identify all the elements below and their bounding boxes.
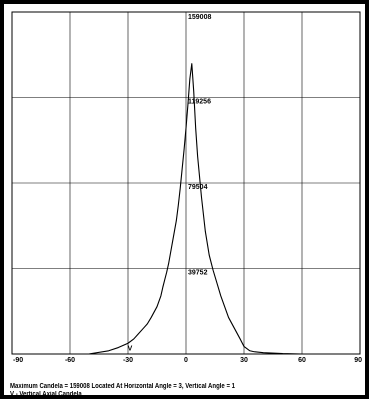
candela-distribution-chart: -90 -60 -30 0 30 60 90 39752 79504 119256 159008 V	[11, 11, 362, 364]
y-tick-label: 79504	[188, 184, 208, 191]
axis-layer	[11, 11, 361, 355]
chart-panel: -90 -60 -30 0 30 60 90 39752 79504 119256 159008 V …	[4, 4, 365, 398]
x-tick-label: -90	[13, 357, 23, 364]
x-tick-label: 30	[240, 357, 248, 364]
maximum-candela-note: Maximum Candela = 159008 Located At Hori…	[10, 383, 235, 390]
y-tick-label: 39752	[188, 270, 208, 277]
x-tick-label: -60	[65, 357, 75, 364]
y-tick-label: 119256	[188, 99, 211, 106]
candela-curve	[12, 63, 360, 355]
x-tick-label: 60	[298, 357, 306, 364]
x-tick-label: 0	[184, 357, 188, 364]
y-tick-label: 159008	[188, 14, 211, 21]
label-layer: -90 -60 -30 0 30 60 90 39752 79504 119256 159008 V	[13, 14, 362, 364]
x-tick-label: 90	[354, 357, 362, 364]
x-tick-label: -30	[123, 357, 133, 364]
grid-layer	[12, 12, 360, 354]
vertical-axial-marker: V	[128, 345, 133, 352]
series-layer	[12, 63, 360, 355]
vertical-axial-candela-note: V - Vertical Axial Candela	[10, 391, 82, 398]
plot-border	[11, 11, 361, 355]
